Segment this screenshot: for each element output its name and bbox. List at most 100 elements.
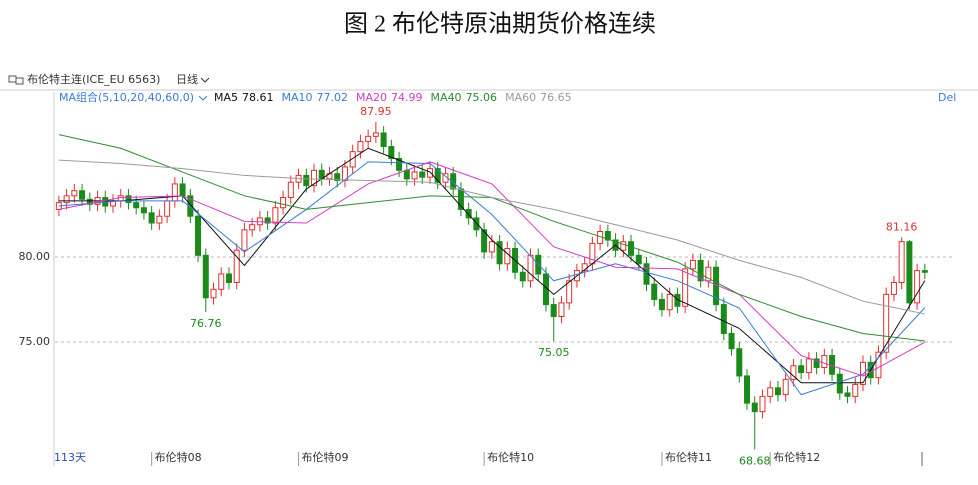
candle-body — [805, 358, 812, 374]
candle-body — [651, 283, 658, 300]
extreme-label: 76.76 — [190, 317, 222, 330]
legend-value: 77.02 — [317, 91, 349, 104]
candle-body — [906, 241, 913, 304]
ma-line — [58, 161, 926, 377]
x-tick-label: 布伦特08 — [155, 450, 202, 464]
ma-header[interactable]: MA组合(5,10,20,40,60,0) — [59, 90, 194, 104]
candle-body — [164, 200, 171, 217]
candle-body — [790, 365, 797, 380]
candle-body — [210, 288, 217, 299]
candle-body — [71, 190, 78, 197]
candle-body — [218, 273, 225, 290]
candle-body — [666, 293, 673, 311]
candle-body — [148, 212, 155, 224]
candle-body — [388, 146, 395, 159]
candle-body — [171, 183, 178, 202]
candle-body — [658, 298, 665, 311]
toolbar-icon — [8, 75, 24, 85]
candle-body — [202, 254, 209, 299]
candle-body — [79, 190, 86, 200]
candle-body — [798, 365, 805, 374]
y-tick-label: 75.00 — [19, 335, 51, 348]
ma-line — [58, 161, 926, 396]
candle-body — [117, 195, 124, 202]
candle-body — [63, 195, 70, 204]
candle-body — [396, 157, 403, 171]
legend-name: MA10 — [282, 91, 313, 104]
legend-value: 76.65 — [540, 91, 572, 104]
candle-body — [898, 241, 905, 283]
candle-body — [411, 171, 418, 180]
legend-name: MA5 — [214, 91, 238, 104]
legend-value: 75.06 — [466, 91, 498, 104]
candle-body — [774, 387, 781, 396]
candle-body — [821, 355, 828, 368]
legend-value: 78.61 — [242, 91, 274, 104]
candle-body — [759, 395, 766, 413]
candle-body — [852, 383, 859, 397]
x-tick-label: 布伦特10 — [487, 450, 534, 464]
candle-body — [558, 302, 565, 317]
candle-body — [481, 229, 488, 253]
candle-body — [844, 392, 851, 397]
candle-body — [890, 281, 897, 295]
candle-body — [241, 229, 248, 251]
candle-body — [403, 169, 410, 180]
corner-label[interactable]: Del — [938, 91, 956, 104]
candle-body — [782, 378, 789, 396]
legend-name: MA60 — [505, 91, 536, 104]
legend-value: 74.99 — [391, 91, 423, 104]
candle-body — [519, 271, 526, 282]
x-tick-label: 布伦特12 — [773, 450, 820, 464]
candle-body — [527, 254, 534, 282]
candle-body — [504, 248, 511, 265]
candle-body — [450, 173, 457, 190]
candle-body — [589, 242, 596, 265]
candle-body — [767, 387, 774, 397]
candle-body — [311, 169, 318, 187]
candle-body — [736, 348, 743, 377]
extreme-label: 75.05 — [538, 346, 570, 359]
symbol[interactable]: 布伦特主连(ICE_EU 6563) — [27, 72, 160, 86]
candle-body — [434, 168, 441, 183]
candle-body — [334, 173, 341, 182]
candle-body — [264, 217, 271, 224]
candle-body — [357, 140, 364, 153]
candle-body — [705, 266, 712, 282]
candle-body — [341, 166, 348, 182]
bar-count: 113天 — [54, 451, 86, 464]
period-chevron[interactable] — [200, 77, 210, 83]
candle-body — [604, 231, 611, 241]
candle-body — [836, 373, 843, 394]
x-tick-label: 布伦特09 — [302, 450, 349, 464]
candle-body — [287, 181, 294, 199]
candle-body — [427, 168, 433, 178]
candle-body — [496, 241, 503, 265]
candle-body — [86, 198, 93, 205]
candle-body — [720, 304, 727, 334]
candle-body — [550, 304, 557, 317]
candle-body — [225, 273, 232, 283]
candle-body — [682, 268, 689, 307]
ma-line — [58, 147, 926, 384]
candle-body — [249, 224, 256, 231]
candle-body — [349, 151, 356, 168]
ma-line — [58, 159, 925, 315]
candle-body — [728, 332, 735, 350]
extreme-label: 87.95 — [360, 105, 392, 118]
candle-body — [465, 208, 472, 219]
candle-body — [233, 249, 240, 283]
candle-body — [140, 207, 147, 214]
candle-body — [187, 195, 194, 217]
extreme-label: 68.68 — [739, 454, 771, 467]
candle-body — [280, 197, 287, 209]
ma-chevron[interactable] — [198, 95, 208, 101]
candle-body — [156, 215, 163, 224]
candle-body — [179, 183, 186, 197]
legend-name: MA40 — [431, 91, 462, 104]
legend-name: MA20 — [356, 91, 387, 104]
period[interactable]: 日线 — [176, 72, 198, 86]
candle-body — [875, 351, 882, 379]
candle-body — [697, 259, 704, 282]
